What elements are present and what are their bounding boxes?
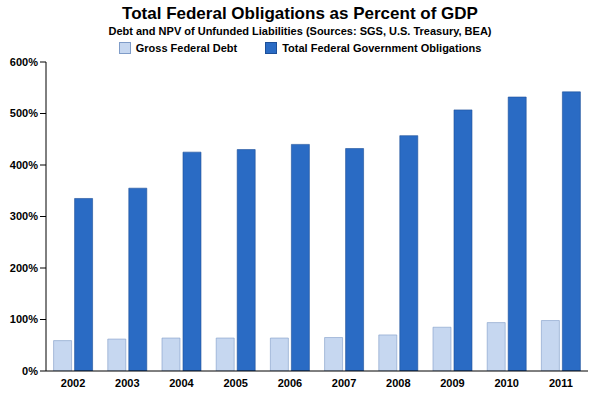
html-text:Debt and NPV of Unfunded Liabi: Debt and NPV of Unfunded Liabilities (So… (108, 25, 492, 37)
svg-text:300%: 300% (10, 210, 38, 222)
svg-text:2007: 2007 (332, 377, 356, 389)
svg-text:100%: 100% (10, 313, 38, 325)
html-text:Total Federal Obligations as P: Total Federal Obligations as Percent of … (122, 4, 478, 23)
svg-text:2006: 2006 (278, 377, 302, 389)
svg-text:400%: 400% (10, 159, 38, 171)
svg-text:200%: 200% (10, 262, 38, 274)
html-text:Total Federal Government Oblig: Total Federal Government Obligations (282, 42, 482, 54)
svg-text:2009: 2009 (440, 377, 464, 389)
svg-text:2004: 2004 (169, 377, 194, 389)
svg-text:500%: 500% (10, 107, 38, 119)
svg-text:0%: 0% (22, 365, 38, 377)
svg-text:2003: 2003 (115, 377, 139, 389)
html-text:Gross Federal Debt: Gross Federal Debt (135, 42, 238, 54)
svg-text:2002: 2002 (61, 377, 85, 389)
svg-text:2008: 2008 (386, 377, 410, 389)
svg-text:2011: 2011 (549, 377, 573, 389)
svg-text:2005: 2005 (223, 377, 247, 389)
svg-text:2010: 2010 (494, 377, 518, 389)
svg-text:600%: 600% (10, 56, 38, 68)
